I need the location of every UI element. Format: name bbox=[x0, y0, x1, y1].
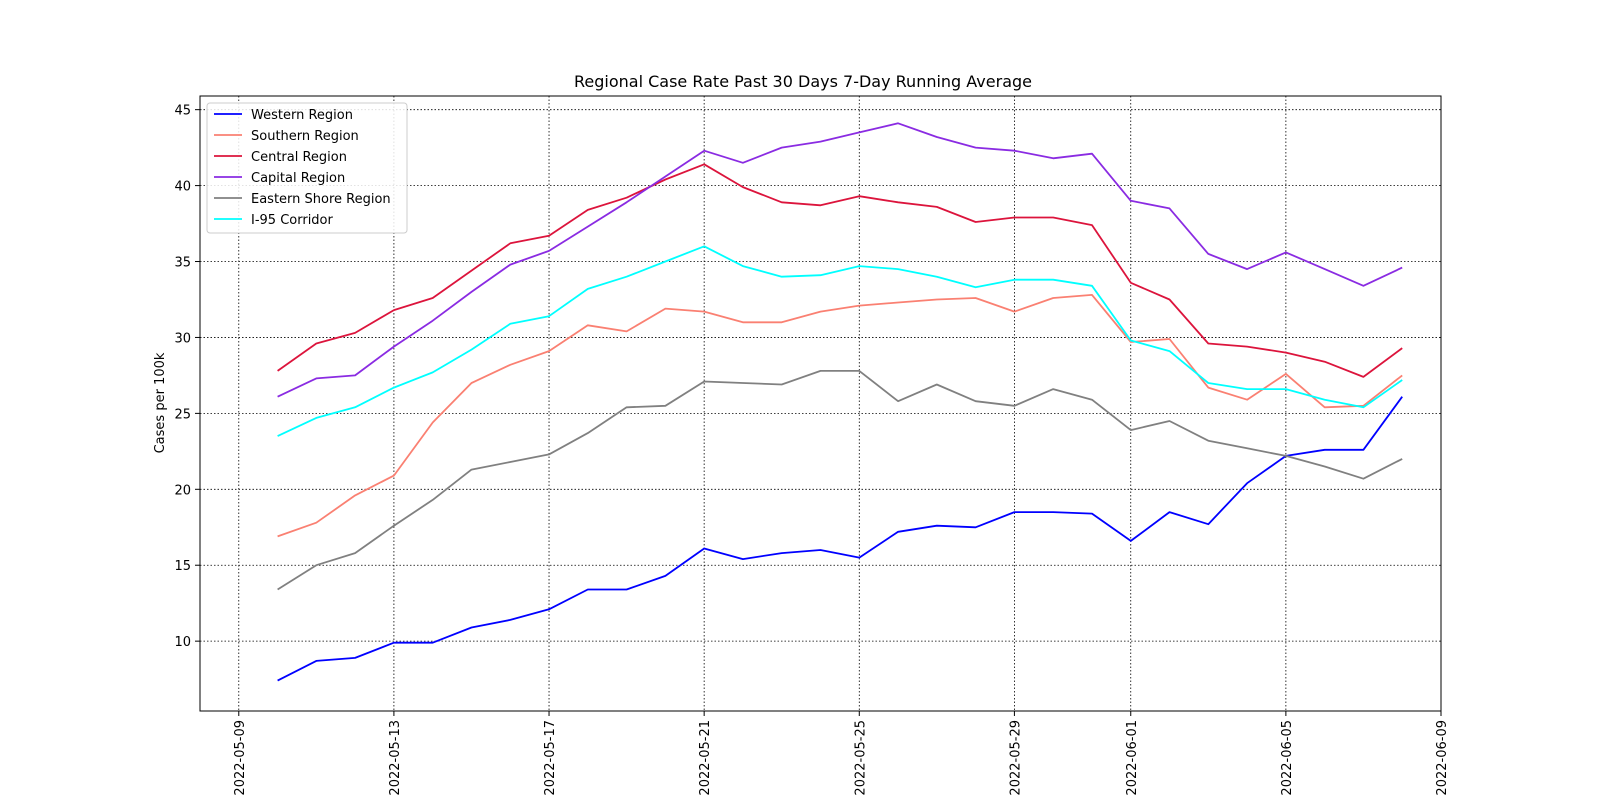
series-line-i-95-corridor bbox=[277, 245, 1403, 437]
y-tick-label: 45 bbox=[174, 104, 191, 119]
x-tick-label: 2022-05-21 bbox=[698, 720, 713, 796]
y-tick-label: 35 bbox=[174, 256, 191, 271]
legend-label: I-95 Corridor bbox=[251, 213, 334, 228]
x-tick-label: 2022-06-05 bbox=[1280, 720, 1295, 796]
y-tick-label: 20 bbox=[174, 483, 191, 498]
series-line-western-region bbox=[277, 396, 1403, 682]
y-axis-label: Cases per 100k bbox=[153, 352, 168, 453]
legend-box bbox=[206, 102, 408, 234]
x-tick-label: 2022-05-17 bbox=[543, 720, 558, 796]
x-tick-label: 2022-05-09 bbox=[233, 720, 248, 796]
axes: 10 15 20 25 30 35 40 45 2022-05-09 2022-05-13 2022… bbox=[174, 104, 1450, 796]
legend-label: Capital Region bbox=[251, 171, 345, 186]
plot-frame bbox=[199, 95, 1442, 712]
y-tick-label: 40 bbox=[174, 180, 191, 195]
series-line-capital-region bbox=[277, 122, 1403, 398]
series-lines bbox=[277, 122, 1403, 682]
x-tick-label: 2022-06-01 bbox=[1125, 720, 1140, 796]
y-tick-label: 10 bbox=[174, 635, 191, 650]
legend: Western Region Southern Region Central Reg… bbox=[206, 102, 408, 234]
legend-label: Western Region bbox=[251, 108, 353, 123]
legend-label: Central Region bbox=[251, 150, 347, 165]
series-line-southern-region bbox=[277, 293, 1403, 538]
x-tick-label: 2022-05-29 bbox=[1008, 720, 1023, 796]
y-tick-label: 15 bbox=[174, 559, 191, 574]
x-tick-label: 2022-05-13 bbox=[388, 720, 403, 796]
legend-label: Eastern Shore Region bbox=[251, 192, 391, 207]
legend-label: Southern Region bbox=[251, 129, 359, 144]
y-tick-label: 25 bbox=[174, 407, 191, 422]
x-tick-label: 2022-05-25 bbox=[853, 720, 868, 796]
x-tick-label: 2022-06-09 bbox=[1435, 720, 1450, 796]
y-tick-label: 30 bbox=[174, 331, 191, 346]
series-line-central-region bbox=[277, 163, 1403, 378]
series-line-eastern-shore-region bbox=[277, 369, 1403, 591]
chart-title: Regional Case Rate Past 30 Days 7-Day Ru… bbox=[574, 72, 1032, 91]
